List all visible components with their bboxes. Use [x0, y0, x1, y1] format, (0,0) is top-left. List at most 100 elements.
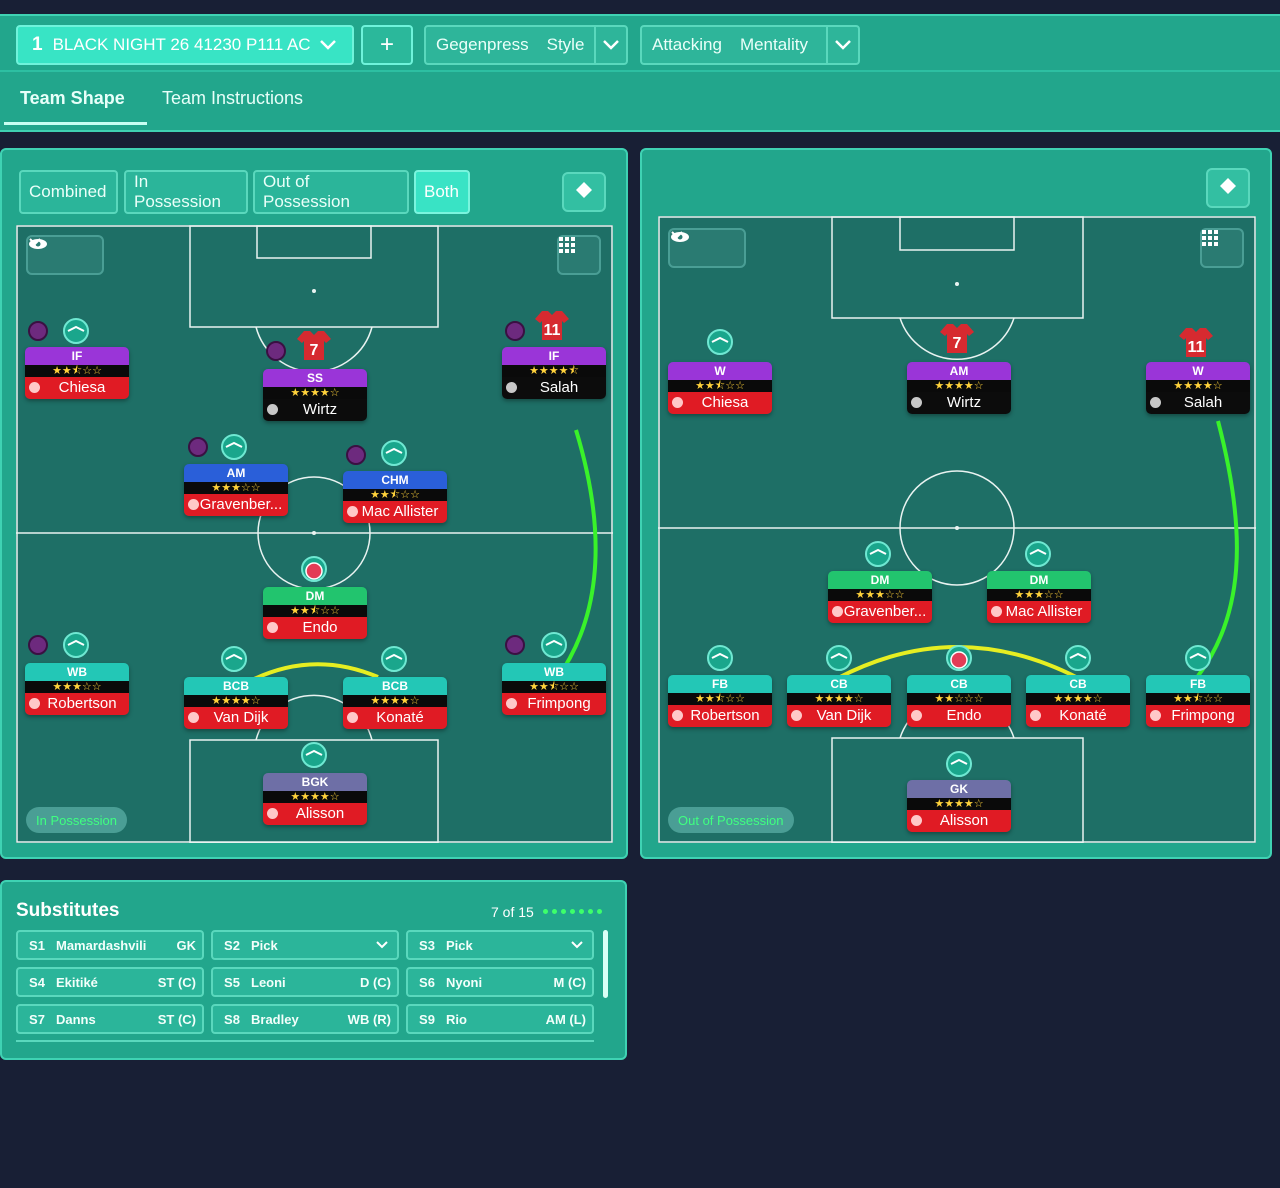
sub-slot[interactable]: S7 Danns ST (C): [16, 1004, 204, 1034]
sub-name: Mamardashvili: [56, 937, 147, 953]
person-icon: [1030, 710, 1041, 721]
player-card[interactable]: IF ★★⯪☆☆ Chiesa: [25, 347, 129, 399]
player-card[interactable]: FB ★★⯪☆☆ Robertson: [668, 675, 772, 727]
player-card[interactable]: BGK ★★★★☆ Alisson: [263, 773, 367, 825]
player-name: Endo: [907, 705, 1011, 727]
player-card[interactable]: IF ★★★★⯪ Salah: [502, 347, 606, 399]
player-card[interactable]: BCB ★★★★☆ Van Dijk: [184, 677, 288, 729]
sub-slot[interactable]: S6 Nyoni M (C): [406, 967, 594, 997]
kit-icon: [858, 538, 898, 570]
mentality-dropdown[interactable]: Attacking Mentality: [640, 25, 860, 65]
player-card[interactable]: DM ★★⯪☆☆ Endo: [263, 587, 367, 639]
player-role: CB: [787, 675, 891, 693]
player-card[interactable]: SS ★★★★☆ Wirtz: [263, 369, 367, 421]
sub-id: S5: [224, 974, 240, 990]
person-icon: [347, 506, 358, 517]
person-icon: [29, 698, 40, 709]
player-card[interactable]: BCB ★★★★☆ Konaté: [343, 677, 447, 729]
player-name: Wirtz: [263, 399, 367, 421]
chevron-down-icon: [375, 938, 397, 953]
player-card[interactable]: W ★★★★☆ Salah: [1146, 362, 1250, 414]
kit-icon: [700, 642, 740, 674]
player-card[interactable]: GK ★★★★☆ Alisson: [907, 780, 1011, 832]
player-role: WB: [502, 663, 606, 681]
kit-icon: [56, 315, 96, 347]
kit-icon: [1178, 642, 1218, 674]
player-rating: ★★⯪☆☆: [343, 489, 447, 501]
person-icon: [832, 606, 843, 617]
sub-slot[interactable]: S9 Rio AM (L): [406, 1004, 594, 1034]
player-name: Salah: [502, 377, 606, 399]
sub-slot[interactable]: S8 Bradley WB (R): [211, 1004, 399, 1034]
right-pitch: Out of Possession 7 11 W ★★⯪☆☆ Chiesa AM…: [658, 216, 1256, 843]
sub-slot[interactable]: S1 Mamardashvili GK: [16, 930, 204, 960]
player-card[interactable]: DM ★★★☆☆ Gravenber...: [828, 571, 932, 623]
player-card[interactable]: CB ★★☆☆☆ Endo: [907, 675, 1011, 727]
player-card[interactable]: FB ★★⯪☆☆ Frimpong: [1146, 675, 1250, 727]
sub-slot[interactable]: S4 Ekitiké ST (C): [16, 967, 204, 997]
sub-id: S7: [29, 1011, 45, 1027]
sub-row-overflow: [16, 1040, 594, 1046]
phase-label: In Possession: [26, 807, 127, 833]
instruction-bubble-icon: [28, 321, 48, 341]
player-role: SS: [263, 369, 367, 387]
kit-icon: [294, 553, 334, 585]
tactic-dropdown[interactable]: 1 BLACK NIGHT 26 41230 P111 AC: [16, 25, 354, 65]
kit-icon: [819, 642, 859, 674]
player-rating: ★★★☆☆: [828, 589, 932, 601]
diamond-toggle-button[interactable]: [562, 172, 606, 212]
style-dropdown[interactable]: Gegenpress Style: [424, 25, 628, 65]
player-role: AM: [907, 362, 1011, 380]
view-options-button[interactable]: [26, 235, 104, 275]
player-card[interactable]: DM ★★★☆☆ Mac Allister: [987, 571, 1091, 623]
substitutes-panel: Substitutes 7 of 15 S1 Mamardashvili GK …: [0, 880, 627, 1060]
player-role: FB: [668, 675, 772, 693]
chevron-down-icon: [570, 938, 592, 953]
grid-view-button[interactable]: [557, 235, 601, 275]
player-card[interactable]: W ★★⯪☆☆ Chiesa: [668, 362, 772, 414]
phase-out-of-possession-button[interactable]: Out of Possession: [253, 170, 409, 214]
player-name: Chiesa: [25, 377, 129, 399]
instruction-bubble-icon: [28, 635, 48, 655]
sub-position: GK: [176, 937, 197, 953]
player-name: Robertson: [668, 705, 772, 727]
player-card[interactable]: AM ★★★☆☆ Gravenber...: [184, 464, 288, 516]
chevron-down-icon: [594, 27, 626, 63]
player-name: Frimpong: [1146, 705, 1250, 727]
player-role: DM: [987, 571, 1091, 589]
person-icon: [911, 397, 922, 408]
player-name: Frimpong: [502, 693, 606, 715]
player-card[interactable]: AM ★★★★☆ Wirtz: [907, 362, 1011, 414]
player-role: FB: [1146, 675, 1250, 693]
sub-position: ST (C): [157, 974, 196, 990]
diamond-toggle-button[interactable]: [1206, 168, 1250, 208]
sub-slot-picker[interactable]: S2 Pick: [211, 930, 399, 960]
shirt-icon: 11: [534, 309, 570, 341]
phase-combined-button[interactable]: Combined: [19, 170, 118, 214]
player-rating: ★★★☆☆: [987, 589, 1091, 601]
person-icon: [672, 397, 683, 408]
player-card[interactable]: WB ★★★☆☆ Robertson: [25, 663, 129, 715]
phase-both-button[interactable]: Both: [414, 170, 470, 214]
tab-team-instructions[interactable]: Team Instructions: [162, 88, 304, 108]
grid-view-button[interactable]: [1200, 228, 1244, 268]
view-options-button[interactable]: [668, 228, 746, 268]
kit-icon: [374, 437, 414, 469]
player-rating: ★★★★☆: [263, 791, 367, 803]
instruction-bubble-icon: [505, 321, 525, 341]
diamond-icon: [1219, 177, 1237, 200]
substitutes-scrollbar[interactable]: [603, 930, 608, 998]
player-name: Endo: [263, 617, 367, 639]
phase-in-possession-button[interactable]: In Possession: [124, 170, 248, 214]
player-card[interactable]: WB ★★⯪☆☆ Frimpong: [502, 663, 606, 715]
player-rating: ★★⯪☆☆: [25, 365, 129, 377]
player-name: Van Dijk: [184, 707, 288, 729]
add-tactic-button[interactable]: +: [361, 25, 413, 65]
player-card[interactable]: CB ★★★★☆ Van Dijk: [787, 675, 891, 727]
player-card[interactable]: CHM ★★⯪☆☆ Mac Allister: [343, 471, 447, 523]
sub-slot[interactable]: S5 Leoni D (C): [211, 967, 399, 997]
player-role: IF: [502, 347, 606, 365]
tab-team-shape[interactable]: Team Shape: [20, 88, 125, 108]
player-card[interactable]: CB ★★★★☆ Konaté: [1026, 675, 1130, 727]
sub-slot-picker[interactable]: S3 Pick: [406, 930, 594, 960]
